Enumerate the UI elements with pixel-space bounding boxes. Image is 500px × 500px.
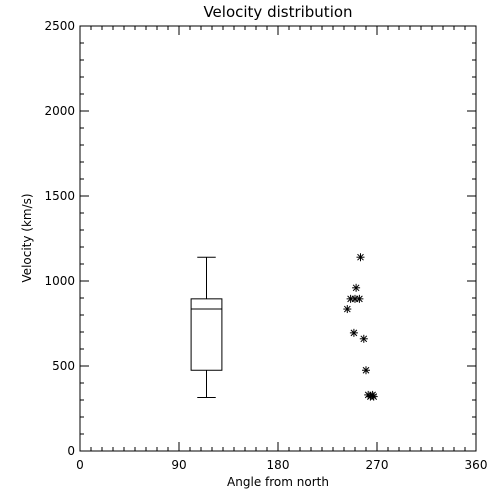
data-point <box>359 334 368 343</box>
y-tick-label: 1500 <box>44 189 75 203</box>
y-axis-label: Velocity (km/s) <box>20 193 34 282</box>
box-plot <box>190 256 223 398</box>
y-tick-label: 2500 <box>44 19 75 33</box>
x-tick-label: 180 <box>267 458 290 472</box>
x-tick-label: 270 <box>366 458 389 472</box>
data-point <box>352 283 361 292</box>
y-tick-label: 500 <box>52 359 75 373</box>
axis-ticks <box>79 25 477 452</box>
chart-title: Velocity distribution <box>203 3 352 21</box>
data-point <box>356 253 365 262</box>
y-tick-label: 2000 <box>44 104 75 118</box>
x-tick-label: 0 <box>76 458 84 472</box>
tick-labels: 0 90 180 270 360 0 500 1000 1500 2000 2500 <box>44 19 487 472</box>
y-tick-label: 1000 <box>44 274 75 288</box>
plot-frame <box>79 25 477 452</box>
x-tick-label: 360 <box>465 458 488 472</box>
box-iqr <box>190 298 223 371</box>
data-point <box>369 392 378 401</box>
x-tick-label: 90 <box>171 458 186 472</box>
data-point <box>362 366 370 375</box>
y-tick-label: 0 <box>67 444 75 458</box>
x-axis-label: Angle from north <box>227 475 329 489</box>
scatter-points <box>343 253 378 401</box>
data-point <box>355 294 364 303</box>
data-point <box>343 305 352 314</box>
data-point <box>349 328 358 337</box>
